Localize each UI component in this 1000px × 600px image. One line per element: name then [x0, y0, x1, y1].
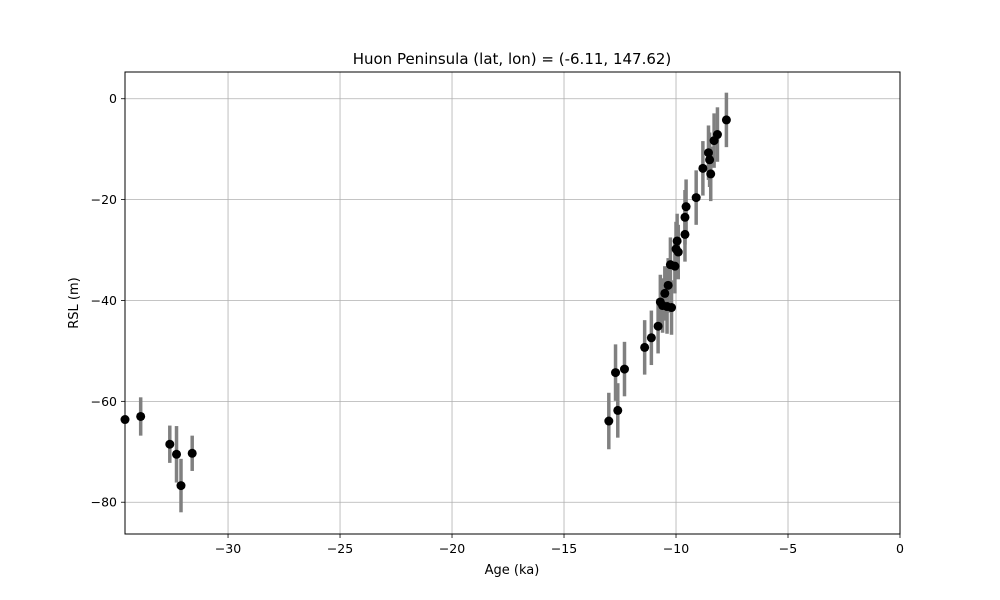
data-point — [619, 364, 629, 374]
data-point — [703, 148, 713, 158]
x-tick-label: −10 — [663, 541, 689, 556]
x-tick-label: −25 — [327, 541, 353, 556]
data-point — [660, 288, 670, 298]
data-point — [672, 236, 682, 246]
data-point — [670, 261, 680, 271]
data-point — [667, 303, 677, 313]
y-axis-label: RSL (m) — [67, 277, 82, 328]
data-point — [640, 342, 650, 352]
x-axis-label: Age (ka) — [485, 563, 540, 578]
data-point — [680, 229, 690, 239]
data-point — [705, 155, 715, 165]
y-axis-ticks: 0 −20 −40 −60 −80 — [91, 91, 125, 510]
data-point — [680, 212, 690, 222]
chart-title: Huon Peninsula (lat, lon) = (-6.11, 147.… — [353, 50, 672, 68]
data-point — [706, 169, 716, 179]
data-point — [673, 247, 683, 257]
x-axis-ticks: −30 −25 −20 −15 −10 −5 0 — [215, 534, 904, 556]
x-tick-label: −5 — [779, 541, 797, 556]
data-point — [611, 368, 621, 378]
data-point — [653, 321, 663, 331]
data-point — [136, 411, 146, 421]
plot-frame — [124, 71, 901, 535]
data-point — [604, 416, 614, 426]
y-tick-label: −60 — [91, 394, 117, 409]
data-point — [613, 405, 623, 415]
y-tick-label: −80 — [91, 495, 117, 510]
x-tick-label: −15 — [551, 541, 577, 556]
y-tick-label: −20 — [91, 192, 117, 207]
error-bars — [138, 92, 729, 513]
data-point — [681, 202, 691, 212]
data-point — [721, 115, 731, 125]
x-tick-label: −20 — [439, 541, 465, 556]
data-point — [691, 193, 701, 203]
data-point — [172, 449, 182, 459]
data-point — [712, 130, 722, 140]
data-point — [176, 481, 186, 491]
x-tick-label: −30 — [215, 541, 241, 556]
data-point — [165, 439, 175, 449]
x-tick-label: 0 — [896, 541, 904, 556]
data-point — [663, 280, 673, 290]
y-tick-label: 0 — [109, 91, 117, 106]
data-point — [646, 333, 656, 343]
data-point — [698, 163, 708, 173]
data-point — [187, 448, 197, 458]
grid-lines — [125, 72, 901, 534]
data-points — [120, 115, 731, 491]
y-tick-label: −40 — [91, 293, 117, 308]
